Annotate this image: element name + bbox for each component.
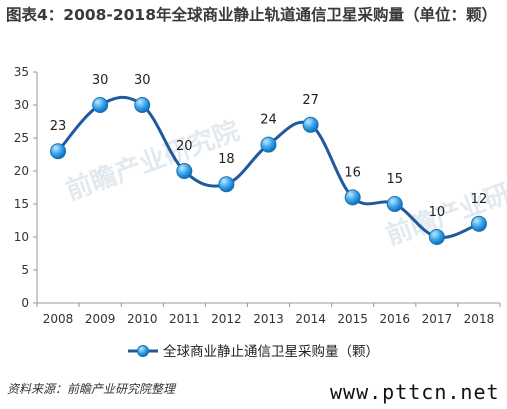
x-tick-label: 2010 [127,312,158,326]
data-point [386,196,403,212]
data-point [218,176,235,193]
data-label: 30 [134,73,151,88]
data-point [428,229,445,245]
x-tick-label: 2009 [85,312,116,326]
data-label: 18 [218,152,235,167]
data-label: 16 [344,165,361,180]
y-tick-label: 10 [14,230,29,244]
source-note: 资料来源：前瞻产业研究院整理 [7,382,176,396]
watermark-text: 前瞻产业研究院 [62,115,244,206]
data-label: 20 [176,139,193,154]
y-tick-label: 5 [21,263,29,277]
data-point [260,136,277,153]
x-tick-label: 2012 [211,312,242,326]
data-label: 12 [471,192,488,207]
data-label: 10 [429,205,446,220]
legend-label: 全球商业静止通信卫星采购量（颗） [163,343,379,360]
data-label: 23 [50,119,67,134]
data-label: 15 [386,172,403,187]
x-tick-label: 2017 [422,312,453,326]
x-tick-label: 2016 [379,312,410,326]
data-point [50,143,67,160]
y-tick-label: 35 [14,65,29,79]
y-tick-label: 0 [21,296,29,310]
data-label: 24 [260,113,277,128]
data-label: 30 [92,73,109,88]
data-point [176,163,193,179]
y-tick-label: 25 [14,131,29,145]
data-point [134,97,151,113]
x-tick-label: 2008 [43,312,74,326]
data-point [92,97,109,113]
data-point [302,116,319,133]
x-tick-label: 2014 [295,312,326,326]
x-tick-label: 2015 [337,312,368,326]
y-tick-label: 20 [14,164,29,178]
x-tick-label: 2011 [169,312,200,326]
data-label: 27 [302,93,319,108]
data-point [470,215,487,232]
x-tick-label: 2018 [464,312,495,326]
y-tick-label: 15 [14,197,29,211]
x-tick-label: 2013 [253,312,284,326]
chart-title: 图表4：2008-2018年全球商业静止轨道通信卫星采购量（单位：颗） [6,6,497,24]
y-tick-label: 30 [14,98,29,112]
data-point [344,189,361,206]
legend-marker [137,345,149,357]
site-watermark: www.pttcn.net [330,380,500,404]
